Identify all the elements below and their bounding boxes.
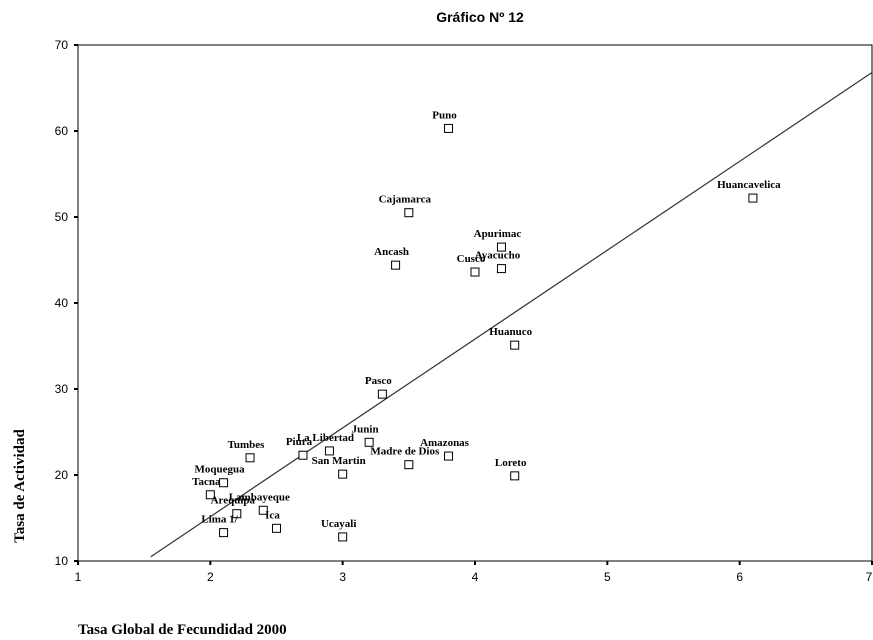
x-axis-label: Tasa Global de Fecundidad 2000 bbox=[78, 622, 287, 638]
point-label: Lambayeque bbox=[229, 491, 290, 503]
point bbox=[404, 460, 414, 470]
point bbox=[470, 267, 480, 277]
point-label: Apurimac bbox=[474, 228, 522, 240]
point-label: San Martin bbox=[312, 455, 366, 467]
point bbox=[338, 469, 348, 479]
point-label: Junin bbox=[352, 423, 379, 435]
point bbox=[510, 471, 520, 481]
point-label: Madre de Dios bbox=[370, 446, 440, 458]
point-label: Amazonas bbox=[420, 437, 470, 449]
point bbox=[219, 478, 229, 488]
x-tick-label: 5 bbox=[604, 570, 611, 584]
point-label: Moquegua bbox=[195, 464, 246, 476]
point-label: Ancash bbox=[374, 246, 409, 258]
point bbox=[391, 260, 401, 270]
point-label: Ayacucho bbox=[475, 250, 521, 262]
point bbox=[377, 389, 387, 399]
x-tick-label: 2 bbox=[207, 570, 214, 584]
point-label: Ica bbox=[265, 509, 280, 521]
point bbox=[444, 451, 454, 461]
point-label: Cusco bbox=[457, 253, 486, 265]
chart-title: Gráfico Nº 12 bbox=[436, 9, 524, 25]
point-label: Tacna bbox=[192, 476, 221, 488]
y-tick-label: 10 bbox=[55, 554, 69, 568]
point bbox=[496, 242, 506, 252]
point-label: Piura bbox=[286, 436, 313, 448]
point bbox=[258, 505, 268, 515]
y-tick-label: 20 bbox=[55, 468, 69, 482]
point-label: La Libertad bbox=[297, 432, 354, 444]
y-tick-label: 70 bbox=[55, 38, 69, 52]
x-tick-label: 1 bbox=[75, 570, 82, 584]
point-label: Cajamarca bbox=[379, 194, 432, 206]
point bbox=[496, 264, 506, 274]
point bbox=[272, 523, 281, 533]
point-label: Puno bbox=[432, 109, 457, 121]
x-tick-label: 3 bbox=[339, 570, 346, 584]
point bbox=[748, 193, 758, 203]
point bbox=[444, 123, 454, 133]
x-tick-label: 6 bbox=[736, 570, 743, 584]
point bbox=[510, 340, 520, 350]
point bbox=[364, 437, 374, 447]
point-label: Ucayali bbox=[321, 518, 356, 530]
point-label: Pasco bbox=[365, 375, 392, 387]
x-tick-label: 7 bbox=[866, 570, 873, 584]
point-label: Lima 1/ bbox=[201, 514, 238, 526]
y-tick-label: 50 bbox=[55, 210, 69, 224]
point bbox=[232, 509, 242, 519]
point bbox=[324, 446, 334, 456]
point bbox=[404, 208, 414, 218]
y-tick-label: 60 bbox=[55, 124, 69, 138]
point bbox=[338, 532, 348, 542]
y-tick-label: 40 bbox=[55, 296, 69, 310]
point-label: Arequipa bbox=[211, 495, 256, 507]
point bbox=[205, 490, 215, 500]
y-axis-label: Tasa de Actividad bbox=[12, 429, 28, 543]
point-label: Tumbes bbox=[228, 439, 266, 451]
point bbox=[219, 528, 229, 538]
y-tick-label: 30 bbox=[55, 382, 69, 396]
point bbox=[298, 450, 308, 460]
point-label: Loreto bbox=[495, 457, 527, 469]
point bbox=[245, 453, 255, 463]
x-tick-label: 4 bbox=[472, 570, 479, 584]
point-label: Huancavelica bbox=[717, 179, 781, 191]
point-label: Huanuco bbox=[489, 326, 532, 338]
trendline bbox=[150, 72, 873, 558]
